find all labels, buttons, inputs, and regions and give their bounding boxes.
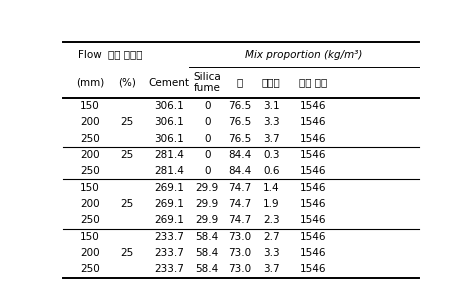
Text: 1.9: 1.9 (263, 199, 279, 209)
Text: 1546: 1546 (300, 117, 327, 127)
Text: 58.4: 58.4 (195, 265, 219, 274)
Text: 1546: 1546 (300, 134, 327, 143)
Text: 74.7: 74.7 (228, 215, 252, 225)
Text: 1546: 1546 (300, 232, 327, 242)
Text: 73.0: 73.0 (228, 248, 252, 258)
Text: 29.9: 29.9 (195, 199, 219, 209)
Text: 3.3: 3.3 (263, 117, 279, 127)
Text: 84.4: 84.4 (228, 166, 252, 176)
Text: 0: 0 (204, 150, 211, 160)
Text: 150: 150 (80, 183, 100, 193)
Text: 306.1: 306.1 (154, 134, 184, 143)
Text: 269.1: 269.1 (154, 215, 184, 225)
Text: 250: 250 (80, 166, 100, 176)
Text: 1546: 1546 (300, 265, 327, 274)
Text: 200: 200 (80, 248, 100, 258)
Text: 76.5: 76.5 (228, 134, 252, 143)
Text: 0: 0 (204, 134, 211, 143)
Text: 25: 25 (120, 150, 133, 160)
Text: 200: 200 (80, 117, 100, 127)
Text: 74.7: 74.7 (228, 183, 252, 193)
Text: 3.1: 3.1 (263, 101, 279, 111)
Text: 2.3: 2.3 (263, 215, 279, 225)
Text: 0: 0 (204, 166, 211, 176)
Text: 굵은 골재: 굵은 골재 (299, 77, 328, 88)
Text: (mm): (mm) (76, 77, 104, 88)
Text: 250: 250 (80, 215, 100, 225)
Text: 250: 250 (80, 134, 100, 143)
Text: 목표 공극량: 목표 공극량 (108, 49, 142, 60)
Text: 3.7: 3.7 (263, 134, 279, 143)
Text: Flow: Flow (78, 49, 102, 60)
Text: 1546: 1546 (300, 183, 327, 193)
Text: 281.4: 281.4 (154, 166, 184, 176)
Text: 1546: 1546 (300, 199, 327, 209)
Text: 1546: 1546 (300, 166, 327, 176)
Text: 25: 25 (120, 248, 133, 258)
Text: 3.7: 3.7 (263, 265, 279, 274)
Text: 1546: 1546 (300, 215, 327, 225)
Text: 25: 25 (120, 199, 133, 209)
Text: 150: 150 (80, 232, 100, 242)
Text: 0.6: 0.6 (263, 166, 279, 176)
Text: 269.1: 269.1 (154, 183, 184, 193)
Text: 감수제: 감수제 (262, 77, 280, 88)
Text: 233.7: 233.7 (154, 265, 184, 274)
Text: 2.7: 2.7 (263, 232, 279, 242)
Text: 76.5: 76.5 (228, 101, 252, 111)
Text: 3.3: 3.3 (263, 248, 279, 258)
Text: 25: 25 (120, 117, 133, 127)
Text: 29.9: 29.9 (195, 215, 219, 225)
Text: 250: 250 (80, 265, 100, 274)
Text: 0: 0 (204, 117, 211, 127)
Text: 58.4: 58.4 (195, 232, 219, 242)
Text: 76.5: 76.5 (228, 117, 252, 127)
Text: 0.3: 0.3 (263, 150, 279, 160)
Text: 1546: 1546 (300, 150, 327, 160)
Text: 269.1: 269.1 (154, 199, 184, 209)
Text: 58.4: 58.4 (195, 248, 219, 258)
Text: 1.4: 1.4 (263, 183, 279, 193)
Text: 200: 200 (80, 199, 100, 209)
Text: 200: 200 (80, 150, 100, 160)
Text: 233.7: 233.7 (154, 248, 184, 258)
Text: 306.1: 306.1 (154, 117, 184, 127)
Text: 1546: 1546 (300, 101, 327, 111)
Text: 74.7: 74.7 (228, 199, 252, 209)
Text: 73.0: 73.0 (228, 265, 252, 274)
Text: Cement: Cement (148, 77, 189, 88)
Text: 29.9: 29.9 (195, 183, 219, 193)
Text: 306.1: 306.1 (154, 101, 184, 111)
Text: 1546: 1546 (300, 248, 327, 258)
Text: Silica
fume: Silica fume (193, 72, 221, 93)
Text: 84.4: 84.4 (228, 150, 252, 160)
Text: 281.4: 281.4 (154, 150, 184, 160)
Text: 물: 물 (237, 77, 243, 88)
Text: 0: 0 (204, 101, 211, 111)
Text: (%): (%) (118, 77, 135, 88)
Text: Mix proportion (kg/m³): Mix proportion (kg/m³) (245, 49, 363, 60)
Text: 150: 150 (80, 101, 100, 111)
Text: 73.0: 73.0 (228, 232, 252, 242)
Text: 233.7: 233.7 (154, 232, 184, 242)
